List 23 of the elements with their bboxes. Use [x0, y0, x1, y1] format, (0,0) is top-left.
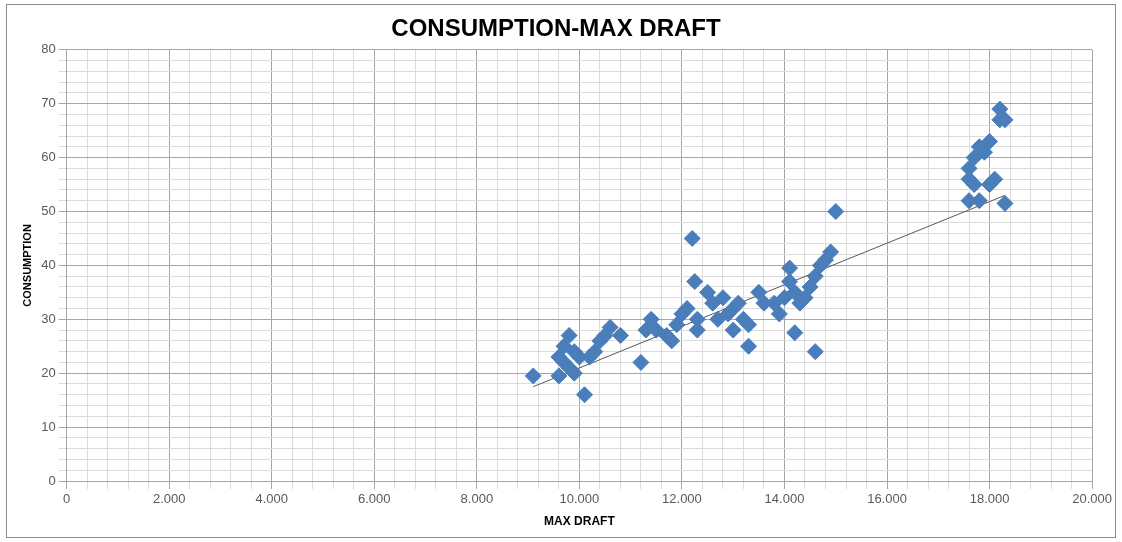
x-tick-label: 12.000 [662, 491, 702, 507]
x-tick-label: 0 [63, 491, 71, 507]
x-tick-label: 14.000 [764, 491, 805, 507]
y-axis-title: CONSUMPTION [20, 224, 33, 307]
y-tick-label: 50 [41, 203, 56, 219]
x-tick-label: 2.000 [152, 491, 186, 507]
x-tick-label: 10.000 [559, 491, 600, 507]
x-axis-title: MAX DRAFT [544, 514, 616, 529]
chart-title: CONSUMPTION-MAX DRAFT [391, 14, 721, 42]
y-tick-label: 80 [41, 41, 56, 57]
y-tick-label: 60 [41, 149, 56, 165]
y-tick-label: 30 [41, 310, 56, 326]
y-tick-label: 40 [41, 256, 56, 272]
x-tick-label: 18.000 [969, 491, 1010, 507]
x-tick-label: 8.000 [460, 491, 494, 507]
y-tick-label: 0 [48, 472, 56, 488]
y-tick-label: 10 [41, 418, 56, 434]
x-tick-label: 6.000 [358, 491, 391, 507]
x-tick-label: 4.000 [255, 491, 289, 507]
x-tick-label: 16.000 [867, 491, 907, 507]
y-tick-label: 20 [41, 364, 56, 380]
y-tick-label: 70 [41, 95, 56, 111]
x-tick-label: 20.000 [1072, 491, 1112, 507]
